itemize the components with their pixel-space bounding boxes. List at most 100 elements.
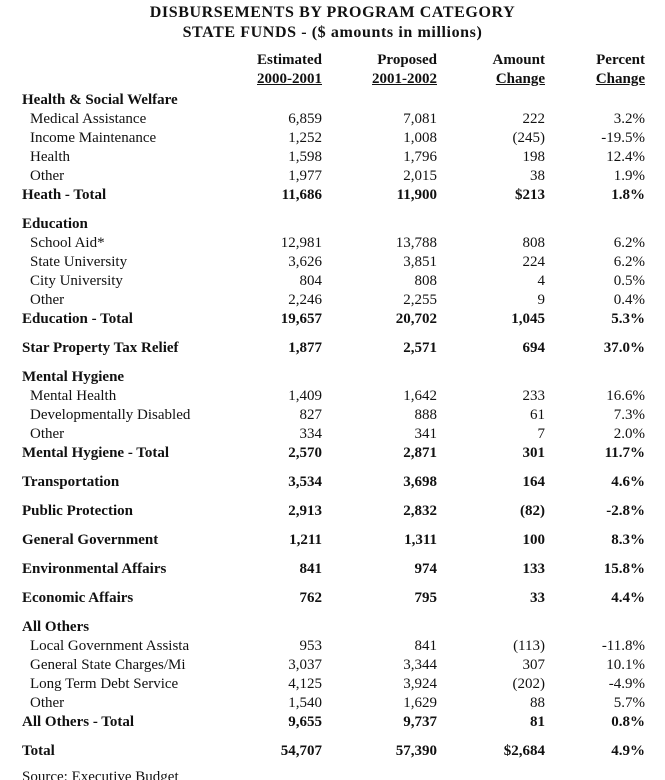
row-label: General Government	[22, 532, 159, 548]
table-row: Income Maintenance 1,252 1,008 (245) -19.5%	[0, 129, 665, 148]
table-row: General State Charges/Mi 3,037 3,344 307 10.…	[0, 656, 665, 675]
cell-amount-change: 808	[522, 235, 546, 251]
cell-proposed-2001-2002: 341	[414, 426, 438, 442]
cell-amount-change: 301	[522, 445, 546, 461]
cell-estimated-2000-2001: 6,859	[288, 111, 322, 127]
cell-percent-change: 4.4%	[611, 590, 645, 606]
table-row: Other 1,977 2,015 38 1.9%	[0, 167, 665, 186]
cell-amount-change: 133	[522, 561, 546, 577]
cell-percent-change: -2.8%	[606, 503, 645, 519]
row-spacer	[0, 492, 665, 502]
table-row: Medical Assistance 6,859 7,081 222 3.2%	[0, 110, 665, 129]
row-label: Health	[30, 149, 70, 165]
cell-percent-change: 0.4%	[613, 292, 645, 308]
cell-percent-change	[545, 91, 645, 110]
cell-amount-change	[437, 618, 545, 637]
table-row: All Others	[0, 618, 665, 637]
cell-proposed-2001-2002: 20,702	[395, 311, 437, 327]
table-row: Total 54,707 57,390 $2,684 4.9%	[0, 742, 665, 761]
cell-estimated-2000-2001: 953	[299, 638, 323, 654]
row-spacer	[0, 463, 665, 473]
cell-amount-change: (245)	[512, 130, 546, 146]
table-row: Public Protection 2,913 2,832 (82) -2.8%	[0, 502, 665, 521]
row-label: Star Property Tax Relief	[22, 340, 179, 356]
column-header-amount-line2: Change	[495, 71, 545, 87]
row-label: Other	[30, 695, 65, 711]
row-spacer	[0, 608, 665, 618]
row-label: Local Government Assista	[30, 638, 190, 654]
cell-proposed-2001-2002: 9,737	[403, 714, 437, 730]
cell-amount-change: 81	[530, 714, 545, 730]
cell-percent-change: -4.9%	[608, 676, 645, 692]
report-title: DISBURSEMENTS BY PROGRAM CATEGORY	[149, 4, 516, 21]
table-row: Mental Health 1,409 1,642 233 16.6%	[0, 387, 665, 406]
table-row: Other 2,246 2,255 9 0.4%	[0, 291, 665, 310]
row-label: Other	[30, 168, 65, 184]
cell-percent-change: 16.6%	[606, 388, 645, 404]
row-label: Mental Health	[30, 388, 117, 404]
cell-proposed-2001-2002: 1,796	[403, 149, 437, 165]
row-label: Education	[22, 216, 88, 232]
column-header-estimated: Estimated 2000-2001	[232, 51, 322, 89]
table-row: State University 3,626 3,851 224 6.2%	[0, 253, 665, 272]
cell-amount-change: (82)	[520, 503, 545, 519]
cell-estimated-2000-2001: 3,534	[288, 474, 322, 490]
column-header-estimated-line1: Estimated	[257, 52, 322, 68]
cell-proposed-2001-2002: 795	[414, 590, 438, 606]
column-header-amount-change: Amount Change	[437, 51, 545, 89]
cell-estimated-2000-2001	[232, 91, 322, 110]
cell-proposed-2001-2002: 2,871	[403, 445, 437, 461]
table-row: City University 804 808 4 0.5%	[0, 272, 665, 291]
column-header-amount-line1: Amount	[492, 52, 545, 68]
cell-percent-change: 4.6%	[611, 474, 645, 490]
row-label: General State Charges/Mi	[30, 657, 186, 673]
cell-estimated-2000-2001: 4,125	[288, 676, 322, 692]
cell-amount-change: 222	[522, 111, 546, 127]
cell-percent-change: 3.2%	[613, 111, 645, 127]
cell-percent-change: 0.8%	[611, 714, 645, 730]
cell-percent-change: 1.8%	[611, 187, 645, 203]
cell-proposed-2001-2002: 1,311	[404, 532, 437, 548]
row-label: Transportation	[22, 474, 120, 490]
cell-proposed-2001-2002: 3,698	[403, 474, 437, 490]
cell-amount-change	[437, 368, 545, 387]
cell-amount-change: $2,684	[503, 743, 545, 759]
row-label: Total	[22, 743, 55, 759]
cell-percent-change	[545, 618, 645, 637]
cell-percent-change: 4.9%	[611, 743, 645, 759]
source-note: Source: Executive Budget	[22, 769, 179, 780]
row-label: Other	[30, 426, 65, 442]
row-label: Heath - Total	[22, 187, 107, 203]
cell-estimated-2000-2001: 804	[299, 273, 323, 289]
row-label: Other	[30, 292, 65, 308]
row-label: Public Protection	[22, 503, 133, 519]
cell-amount-change: 88	[530, 695, 545, 711]
cell-percent-change: 5.7%	[613, 695, 645, 711]
cell-percent-change	[545, 215, 645, 234]
row-label: Education - Total	[22, 311, 133, 327]
row-spacer	[0, 358, 665, 368]
table-row: Education - Total 19,657 20,702 1,045 5.3%	[0, 310, 665, 329]
report-subtitle: STATE FUNDS - ($ amounts in millions)	[182, 24, 483, 41]
cell-proposed-2001-2002: 2,832	[403, 503, 437, 519]
row-label: State University	[30, 254, 128, 270]
table-row: Education	[0, 215, 665, 234]
row-spacer	[0, 205, 665, 215]
cell-estimated-2000-2001: 3,037	[288, 657, 322, 673]
column-header-percent-line2: Change	[595, 71, 645, 87]
cell-amount-change: 38	[530, 168, 545, 184]
cell-proposed-2001-2002: 808	[414, 273, 438, 289]
row-label: Mental Hygiene - Total	[22, 445, 170, 461]
row-label: School Aid*	[30, 235, 105, 251]
cell-proposed-2001-2002: 3,924	[403, 676, 437, 692]
column-header-proposed: Proposed 2001-2002	[322, 51, 437, 89]
cell-estimated-2000-2001: 3,626	[288, 254, 322, 270]
row-label: Environmental Affairs	[22, 561, 167, 577]
cell-proposed-2001-2002	[322, 368, 437, 387]
row-spacer	[0, 732, 665, 742]
cell-proposed-2001-2002: 1,629	[403, 695, 437, 711]
cell-percent-change: 10.1%	[606, 657, 645, 673]
table-header: Estimated 2000-2001 Proposed 2001-2002 A…	[0, 51, 665, 89]
column-header-percent-line1: Percent	[596, 52, 645, 68]
table-row: Economic Affairs 762 795 33 4.4%	[0, 589, 665, 608]
